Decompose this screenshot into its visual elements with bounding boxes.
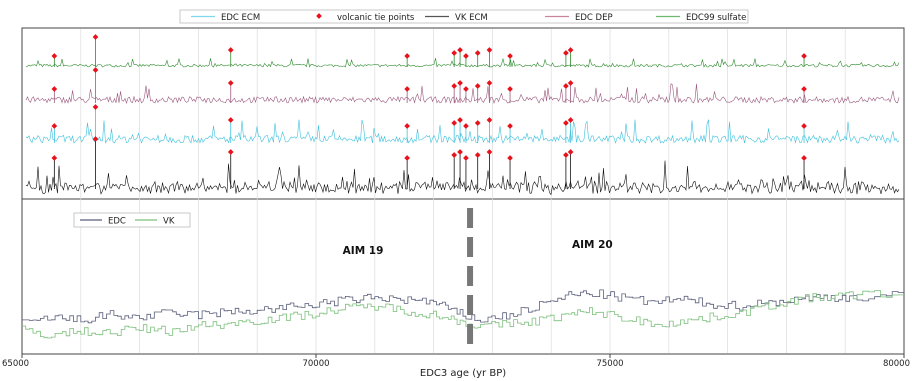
legend-label: VK ECM <box>455 13 488 23</box>
tie-point-marker <box>563 152 569 158</box>
series-trace-0 <box>25 58 900 68</box>
tie-point-marker <box>474 83 481 89</box>
tie-point-marker <box>507 53 513 59</box>
tie-point-marker <box>227 80 234 86</box>
top-legend-frame <box>179 9 749 24</box>
series-trace-3 <box>25 160 900 196</box>
tie-point-marker <box>801 53 807 59</box>
tie-point-marker <box>563 50 569 56</box>
tie-point-marker <box>463 123 469 129</box>
annotation-label: AIM 19 <box>343 245 384 257</box>
tie-point-marker <box>227 47 234 53</box>
series-trace-2 <box>25 119 900 144</box>
plot-area <box>21 27 905 355</box>
series-vk <box>22 290 904 339</box>
legend-label: EDC DEP <box>575 13 613 23</box>
tie-point-marker <box>563 120 569 126</box>
x-axis-label: EDC3 age (yr BP) <box>420 368 506 379</box>
annotation-label: AIM 20 <box>572 239 613 251</box>
tie-point-marker <box>507 155 513 161</box>
tie-point-marker <box>486 117 493 123</box>
tie-point-marker <box>451 50 458 56</box>
tie-point-marker <box>563 83 569 89</box>
legend-label: VK <box>163 217 175 227</box>
legend-label: EDC ECM <box>221 13 260 23</box>
tie-point-marker <box>486 47 493 53</box>
tie-point-marker <box>451 120 458 126</box>
tie-point-marker <box>227 117 234 123</box>
tie-point-marker <box>404 123 410 129</box>
tie-point-marker <box>92 104 99 110</box>
x-tick-label: 70000 <box>302 359 329 369</box>
legend-label: EDC99 sulfate <box>686 13 746 23</box>
tie-point-marker <box>92 34 99 40</box>
tie-point-marker <box>404 86 410 92</box>
top-legend: EDC ECM volcanic tie points VK ECM EDC DEP E… <box>179 9 749 24</box>
series-trace-1 <box>25 83 900 104</box>
x-tick-label: 75000 <box>596 359 623 369</box>
tie-point-marker <box>463 53 469 59</box>
bottom-panel-frame <box>21 198 905 355</box>
legend-label: EDC <box>108 217 126 227</box>
tie-point-marker <box>51 86 58 92</box>
tie-point-marker <box>567 149 574 155</box>
tie-point-marker <box>92 136 99 142</box>
tie-point-marker <box>507 123 513 129</box>
tie-point-marker <box>567 47 574 53</box>
tie-point-marker <box>457 80 463 86</box>
tie-point-marker <box>51 53 58 59</box>
tie-point-marker <box>227 149 234 155</box>
legend-label: volcanic tie points <box>337 13 415 23</box>
tie-point-marker <box>486 80 493 86</box>
tie-point-marker <box>567 80 574 86</box>
tie-point-marker <box>486 149 493 155</box>
tie-point-marker <box>457 117 463 123</box>
top-panel-frame <box>21 27 905 200</box>
tie-point-marker <box>463 155 469 161</box>
tie-point-marker <box>51 123 58 129</box>
tie-point-marker <box>801 123 807 129</box>
tie-point-marker <box>474 50 481 56</box>
tie-point-marker <box>801 86 807 92</box>
x-tick-label: 65000 <box>2 359 29 369</box>
tie-point-marker <box>451 83 458 89</box>
bottom-legend: EDC VK <box>73 212 191 228</box>
tie-point-marker <box>457 47 463 53</box>
series-edc <box>22 289 904 324</box>
tie-point-marker <box>507 86 513 92</box>
tie-point-marker <box>474 152 481 158</box>
tie-point-marker <box>457 149 463 155</box>
tie-point-marker <box>51 155 58 161</box>
x-tick-label: 80000 <box>883 359 910 369</box>
tie-point-marker <box>404 155 410 161</box>
tie-point-marker <box>567 117 574 123</box>
tie-point-marker <box>801 155 807 161</box>
tie-point-marker <box>451 152 458 158</box>
tie-point-marker <box>463 86 469 92</box>
tie-point-marker <box>474 120 481 126</box>
bottom-legend-frame <box>73 212 191 228</box>
tie-point-marker <box>404 53 410 59</box>
tie-point-marker <box>92 67 99 73</box>
